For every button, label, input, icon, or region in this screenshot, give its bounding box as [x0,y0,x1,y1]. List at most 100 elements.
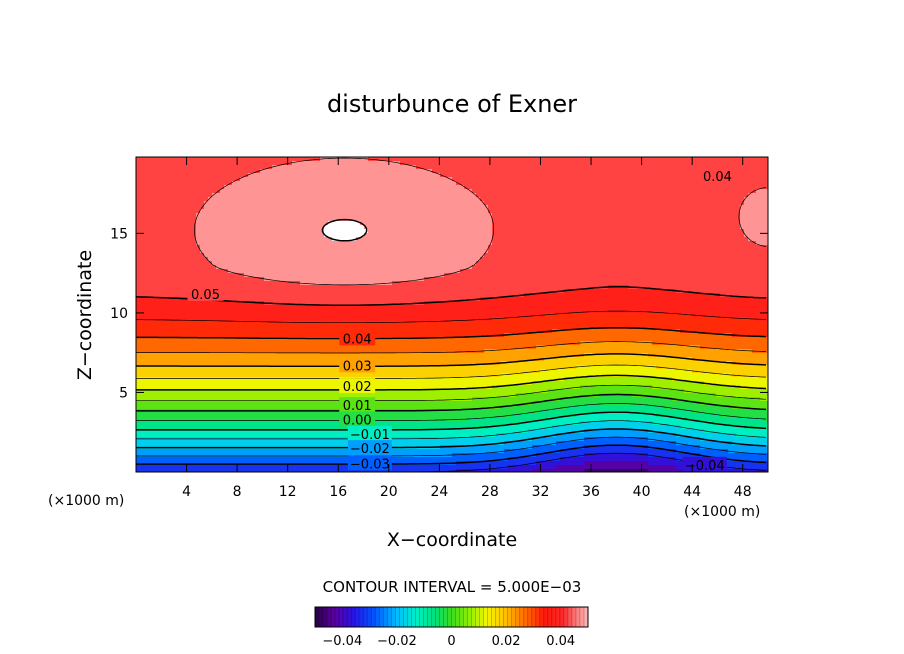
colorbar-segment [519,607,525,627]
contour-band-cell [136,241,197,246]
contour-label: 0.03 [343,359,372,374]
contour-label: −0.01 [350,428,390,443]
contour-band-cell [552,329,681,334]
contour-band-cell [320,157,369,162]
contour-band-cell [532,381,705,386]
contour-label: 0.01 [343,399,372,414]
contour-band-cell [756,189,768,194]
x-tick-label: 16 [329,484,347,500]
contour-band-cell [136,237,197,242]
contour-band-cell [136,397,473,402]
contour-band-cell [500,405,569,410]
contour-band-cell [476,261,768,266]
colorbar-segment [471,607,476,627]
contour-band-cell [136,293,525,298]
contour-band-cell [212,261,477,266]
contour-band-cell [200,209,489,214]
contour-band-cell [504,441,557,446]
contour-band-cell [564,289,677,294]
contour-band-cell [584,353,649,358]
contour-band-cell [700,445,768,450]
colorbar-segment [439,607,444,627]
colorbar-segment [419,607,424,627]
colorbar-segment [455,607,460,627]
contour-band-cell [356,237,493,242]
contour-band-cell [600,393,633,398]
contour-band-cell [136,205,205,210]
contour-band-cell [136,277,265,282]
contour-band-cell [244,273,445,278]
contour-band-cell [468,417,549,422]
colorbar-segment [355,607,360,627]
contour-band-cell [580,341,653,346]
contour-label-bg [347,455,392,471]
colorbar-segment [411,607,416,627]
contour-band-cell [136,213,197,218]
contour-band-cell [136,369,541,374]
contour-band-cell [676,441,733,446]
contour-label-bg [339,357,376,373]
contour-band-cell [556,433,677,438]
contour-band-cell [136,429,529,434]
contour-band-cell [452,177,768,182]
contour-band-cell [484,349,753,354]
contour-band-cell [680,425,745,430]
contour-band-cell [136,317,493,322]
x-tick-label: 24 [430,484,448,500]
colorbar-segment [559,607,565,627]
contour-label-bg [339,397,376,413]
contour-band-cell [136,281,301,286]
colorbar-segment [551,607,557,627]
x-tick-label: 36 [582,484,600,500]
contour-band-cell [648,353,768,358]
colorbar-segment [487,607,493,627]
contour-band-cell [136,289,565,294]
colorbar-segment [435,607,440,627]
colorbar-segment [503,607,509,627]
contour-band-cell [136,217,197,222]
x-tick-label: 12 [279,484,297,500]
colorbar-segment [483,607,489,627]
contour-band-cell [700,469,768,472]
contour-band-cell [740,209,768,214]
contour-band-cell [552,425,681,430]
contour-label: 0.02 [343,380,372,395]
contour-band-cell [136,417,469,422]
contour-band-cell [488,425,553,430]
contour-band-cell [196,229,325,234]
contour-band-cell [492,241,757,246]
contour-band-cell [548,389,685,394]
contour-label-bg [699,168,736,184]
contour-band-cell [136,309,768,314]
contour-band-cell [292,161,401,166]
colorbar-segment [475,607,481,627]
contour-band-cell [324,233,365,238]
colorbar-segment [395,607,400,627]
contour-band-cell [676,289,768,294]
contour-label-bg [347,440,392,456]
colorbar-segment [515,607,521,627]
contour-label-bg [682,456,727,472]
plot-frame [135,156,769,473]
contour-band-cell [136,361,501,366]
colorbar-segment [563,607,569,627]
contour-band-cell [676,449,729,454]
contour-band-cell [136,393,517,398]
contour-band-cell [204,253,485,258]
contour-band-cell [136,333,505,338]
contour-band-cell [200,249,489,254]
contour-band-cell [504,449,561,454]
colorbar-segment [391,607,396,627]
contour-band-cell [584,445,649,450]
contour-band-cell [136,177,241,182]
contour-band-cell [560,449,677,454]
contour-band-cell [452,453,537,458]
colorbar-segment [335,607,340,627]
colorbar-segment [507,607,513,627]
contour-band-cell [628,285,768,290]
contour-band-cell [744,197,768,202]
contour-band-cell [424,301,768,306]
contour-label-bg [187,285,224,301]
contour-band-cell [208,257,481,262]
contour-band-cell [692,357,768,362]
